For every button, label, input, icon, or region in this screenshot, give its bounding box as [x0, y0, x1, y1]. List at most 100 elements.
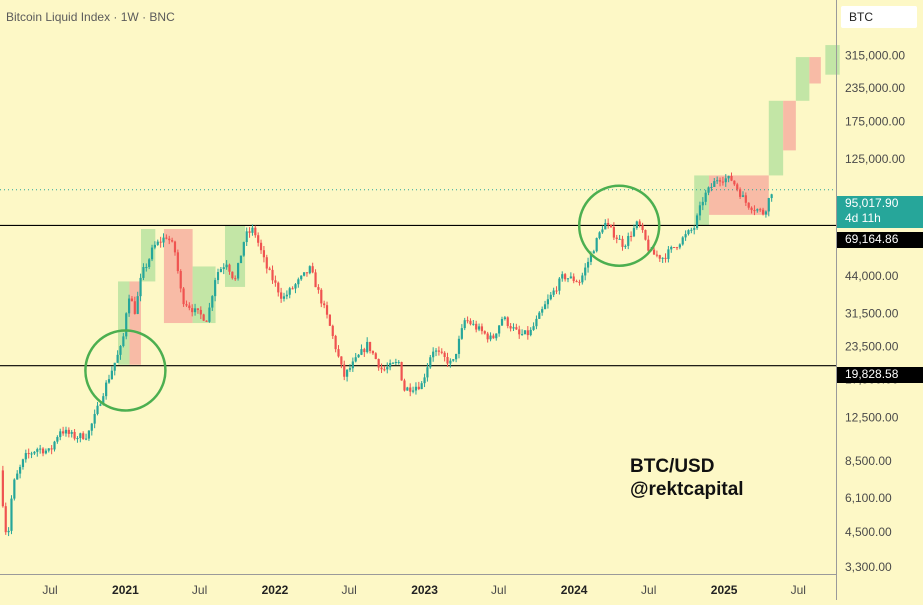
- candle-down: [73, 431, 76, 439]
- candle-up: [627, 235, 630, 246]
- candle-down: [231, 271, 234, 279]
- ticker-label[interactable]: BTC: [841, 6, 917, 28]
- candle-up: [56, 437, 59, 442]
- candle-up: [698, 205, 702, 216]
- candle-up: [586, 261, 590, 268]
- candle-up: [529, 329, 532, 336]
- candle-up: [351, 361, 354, 369]
- candle-up: [552, 290, 555, 295]
- candle-up: [297, 279, 300, 285]
- circle-layer: [84, 184, 661, 412]
- candle-up: [498, 325, 501, 334]
- candle-up: [386, 367, 389, 370]
- candle-down: [440, 351, 443, 353]
- candle-down: [380, 367, 383, 370]
- green-zone: [825, 45, 840, 75]
- candle-up: [397, 362, 400, 364]
- candle-down: [1, 470, 4, 507]
- candle-down: [41, 448, 45, 454]
- candle-up: [127, 298, 131, 314]
- candle-up: [472, 323, 475, 325]
- candle-down: [205, 320, 208, 322]
- candle-down: [747, 202, 750, 208]
- candle-down: [718, 180, 722, 182]
- candle-up: [678, 244, 681, 248]
- candle-down: [753, 210, 756, 212]
- candle-up: [604, 222, 607, 230]
- candle-down: [176, 252, 179, 272]
- candle-down: [368, 341, 372, 352]
- candle-down: [234, 278, 237, 280]
- candle-up: [87, 430, 91, 439]
- candle-down: [403, 380, 406, 391]
- candle-up: [710, 186, 713, 188]
- candle-down: [652, 249, 656, 255]
- candle-up: [546, 299, 550, 305]
- candle-up: [294, 284, 297, 289]
- candle-down: [62, 431, 65, 434]
- candle-down: [564, 274, 567, 280]
- red-zone: [809, 57, 821, 84]
- candle-up: [110, 370, 113, 380]
- candle-up: [581, 275, 584, 283]
- candle-down: [409, 387, 412, 392]
- candle-up: [624, 245, 627, 247]
- candle-down: [750, 207, 753, 211]
- candle-down: [311, 266, 314, 273]
- candle-down: [629, 235, 633, 237]
- candle-up: [13, 479, 16, 499]
- candle-up: [569, 276, 572, 279]
- y-tick-label: 125,000.00: [845, 152, 905, 166]
- candle-down: [730, 175, 733, 181]
- candle-up: [148, 259, 151, 268]
- candle-up: [99, 404, 102, 406]
- y-tick-label: 44,000.00: [845, 269, 899, 283]
- candle-down: [483, 331, 486, 334]
- candle-down: [323, 303, 326, 306]
- candle-down: [400, 362, 403, 381]
- candle-up: [764, 211, 768, 215]
- candle-up: [423, 377, 426, 384]
- candle-up: [532, 326, 535, 330]
- candle-down: [334, 335, 337, 350]
- y-tick-label: 235,000.00: [845, 81, 905, 95]
- candle-up: [394, 362, 397, 364]
- candle-down: [317, 287, 320, 290]
- candle-up: [214, 280, 217, 297]
- y-tick-label: 3,300.00: [845, 560, 892, 574]
- candle-down: [383, 369, 386, 371]
- candle-up: [406, 387, 409, 391]
- candle-up: [452, 359, 455, 361]
- candle-down: [196, 308, 200, 310]
- candle-down: [271, 269, 274, 281]
- candle-up: [477, 326, 481, 330]
- candle-up: [142, 267, 145, 278]
- green-zone: [795, 57, 810, 101]
- candle-up: [500, 319, 504, 326]
- highlight-circle: [577, 184, 661, 267]
- candle-down: [259, 242, 263, 251]
- candle-down: [199, 309, 202, 315]
- candle-up: [523, 330, 527, 335]
- candle-down: [761, 209, 765, 215]
- y-axis: 440,000.00315,000.00235,000.00175,000.00…: [845, 11, 905, 574]
- green-zone: [694, 175, 709, 226]
- red-zone: [129, 281, 141, 365]
- candle-down: [641, 225, 644, 231]
- y-tick-label: 12,500.00: [845, 410, 899, 424]
- candle-up: [145, 267, 148, 269]
- candle-up: [208, 307, 211, 322]
- y-tick-label: 315,000.00: [845, 48, 905, 62]
- candle-down: [615, 237, 618, 239]
- candle-up: [727, 175, 730, 179]
- time-axis-divider: [0, 574, 836, 575]
- candle-up: [756, 209, 759, 211]
- red-zone: [708, 175, 769, 215]
- candle-up: [90, 423, 93, 431]
- candle-down: [744, 195, 747, 203]
- candle-down: [443, 352, 446, 357]
- candle-up: [156, 241, 159, 245]
- candle-up: [102, 396, 105, 405]
